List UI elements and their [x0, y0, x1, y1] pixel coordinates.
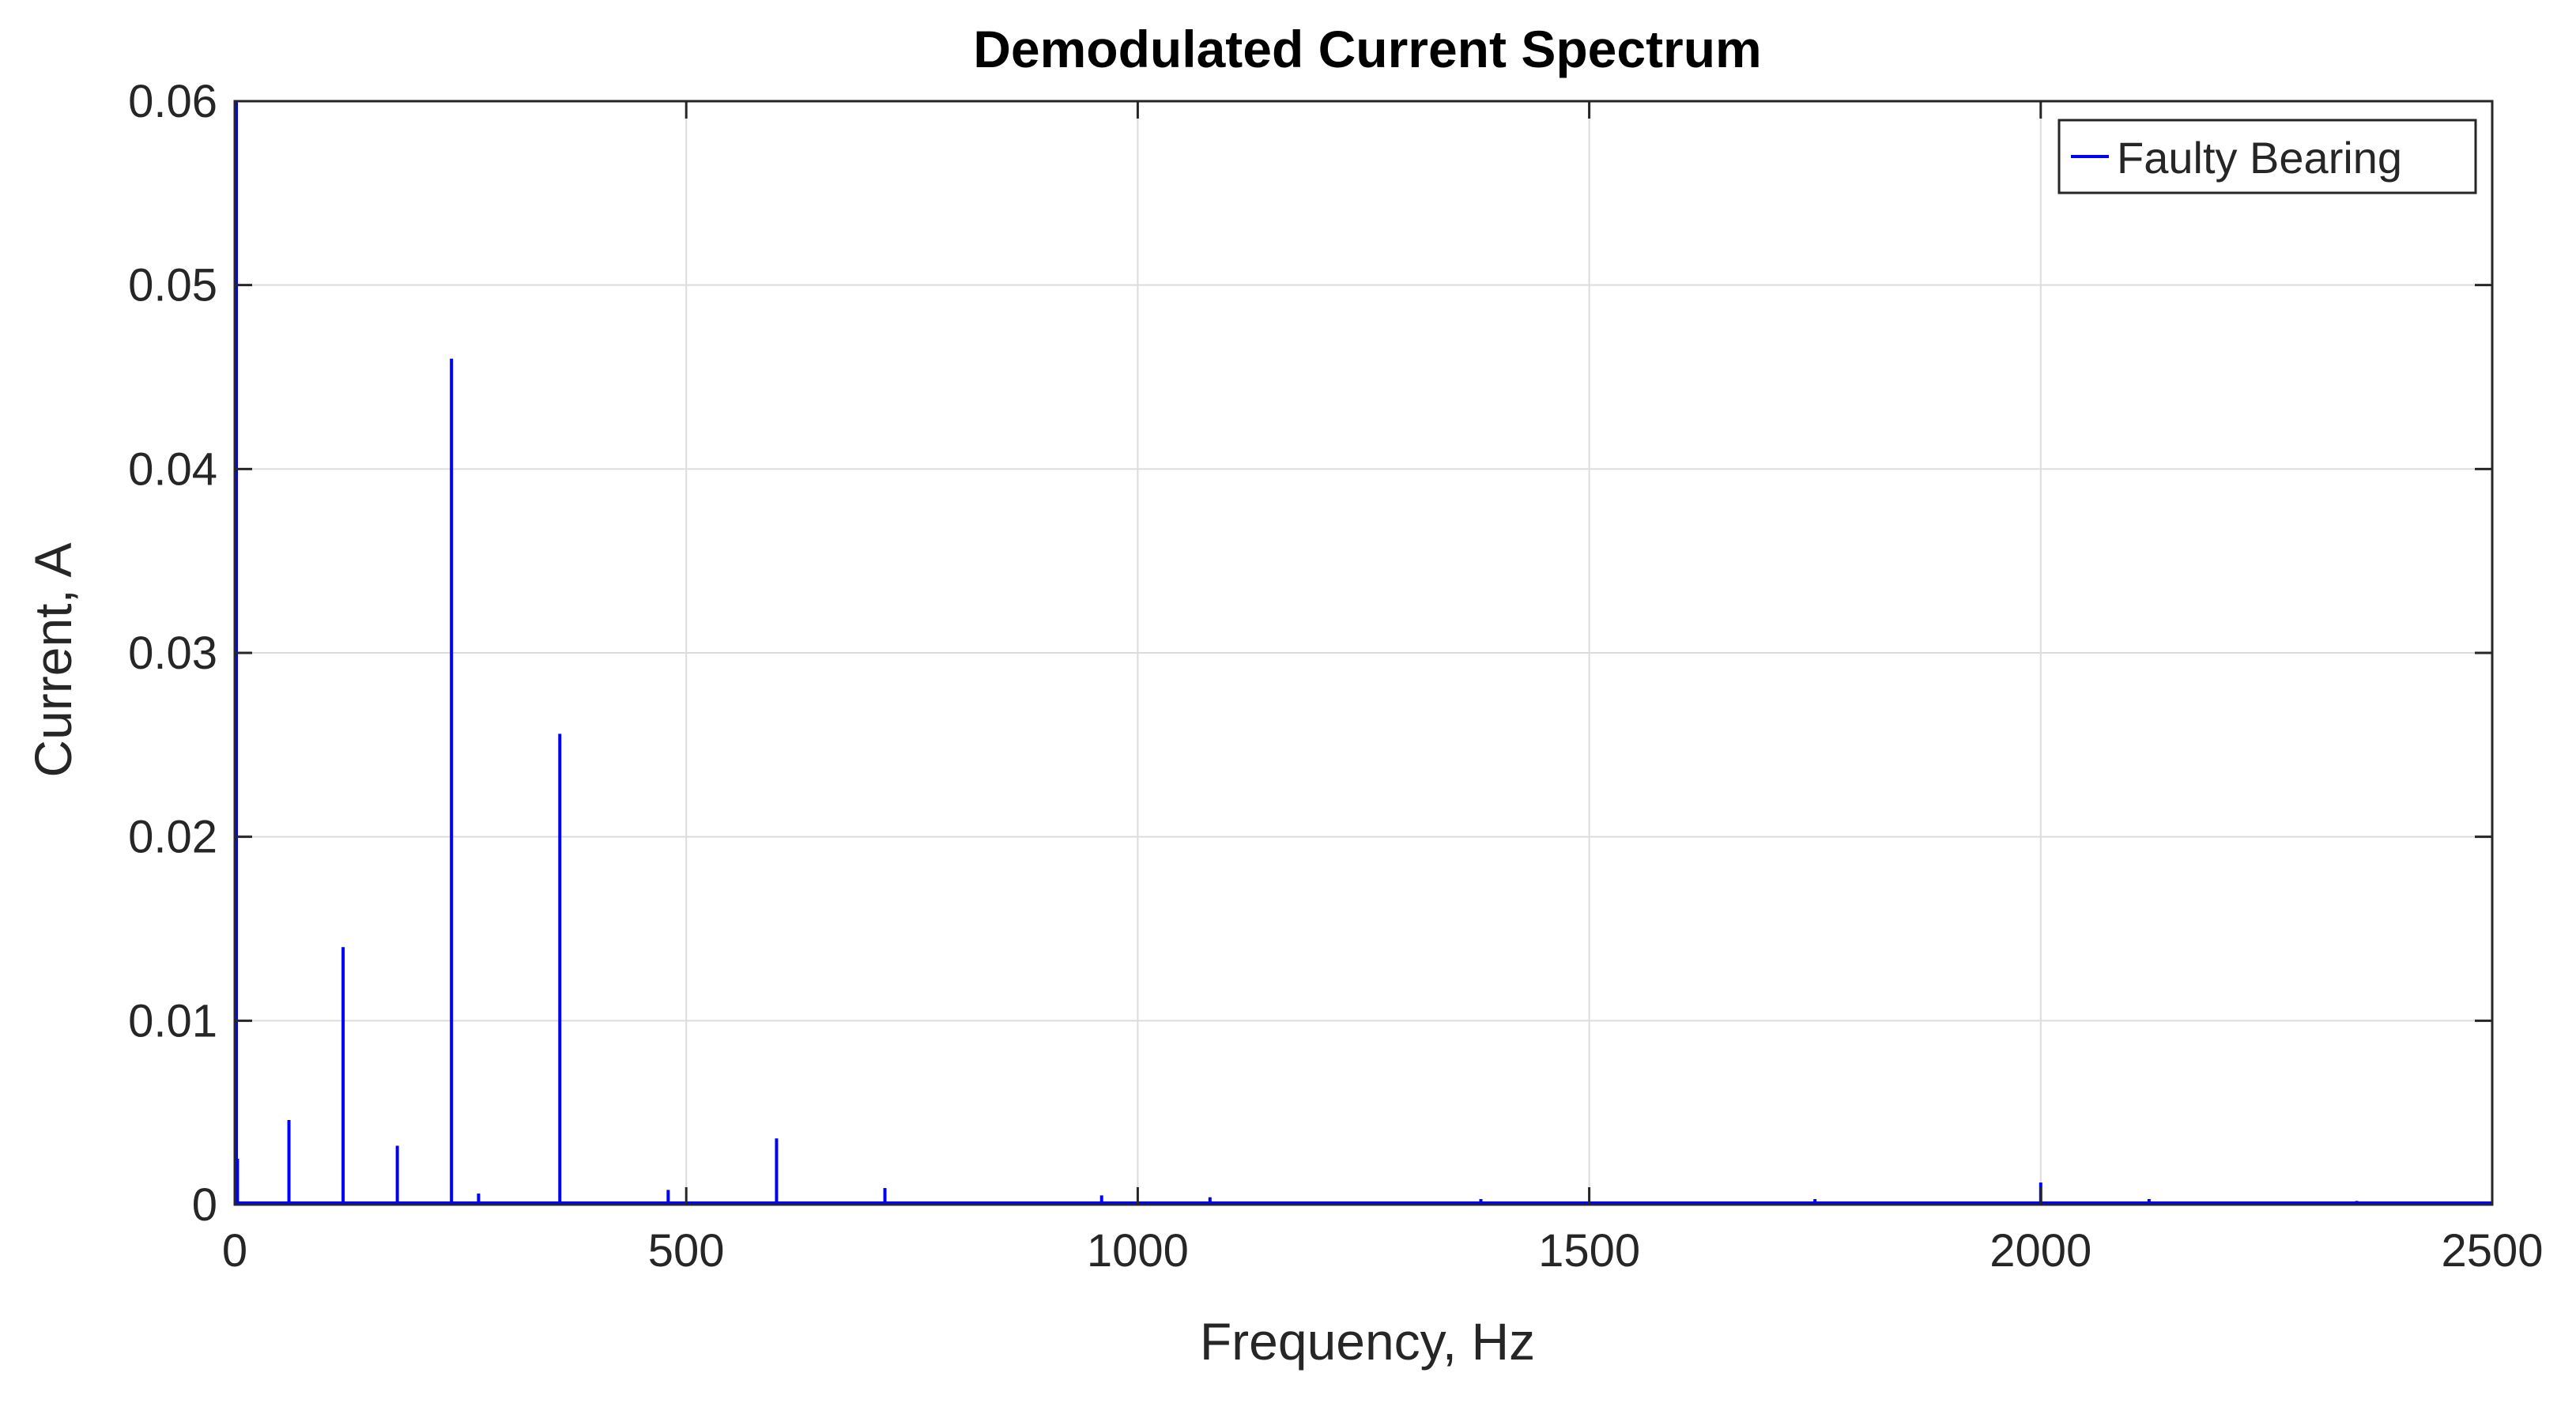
legend: Faulty Bearing [2057, 119, 2477, 194]
chart-title: Demodulated Current Spectrum [973, 20, 1761, 78]
y-tick-label: 0.02 [128, 812, 217, 863]
x-tick-label: 2000 [1990, 1225, 2091, 1277]
axis-ticks: 0 500 1000 1500 2000 2500 0 0.01 0.02 0.03 0.04 0.0… [128, 76, 2543, 1277]
y-tick-label: 0 [192, 1179, 217, 1231]
legend-label-faulty-bearing: Faulty Bearing [2117, 133, 2402, 183]
x-tick-label: 2500 [2441, 1225, 2543, 1277]
y-tick-label: 0.04 [128, 443, 217, 495]
x-axis-label: Frequency, Hz [1200, 1312, 1535, 1371]
y-tick-label: 0.06 [128, 76, 217, 127]
y-tick-label: 0.01 [128, 995, 217, 1047]
x-tick-label: 1000 [1087, 1225, 1189, 1277]
x-tick-label: 1500 [1538, 1225, 1640, 1277]
y-axis-label: Current, A [24, 542, 82, 777]
grid-lines [235, 101, 2492, 1205]
x-tick-label: 0 [222, 1225, 247, 1277]
y-tick-label: 0.05 [128, 260, 217, 311]
x-tick-label: 500 [648, 1225, 725, 1277]
y-tick-label: 0.03 [128, 628, 217, 679]
legend-box [2057, 119, 2477, 194]
